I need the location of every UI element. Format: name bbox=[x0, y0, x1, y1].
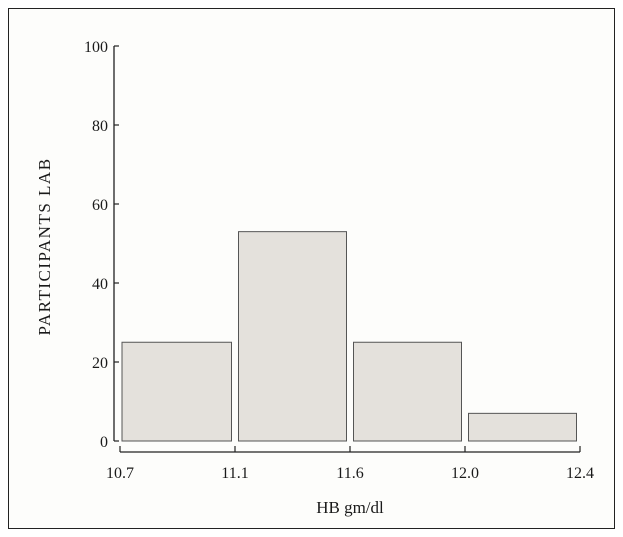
x-tick-label: 10.7 bbox=[106, 465, 134, 482]
bars-group bbox=[121, 231, 577, 442]
y-tick-label: 40 bbox=[92, 276, 108, 293]
y-tick-label: 0 bbox=[100, 434, 108, 451]
x-tick-label: 12.0 bbox=[451, 465, 479, 482]
histogram-bar bbox=[468, 412, 577, 442]
x-ticks-group: 10.7 11.1 11.6 12.0 12.4 bbox=[106, 446, 594, 482]
y-axis-label: PARTICIPANTS LAB bbox=[35, 157, 54, 335]
y-ticks-group: 0 20 40 60 80 100 bbox=[84, 39, 119, 451]
histogram-bar bbox=[238, 231, 347, 442]
x-axis-label: HB gm/dl bbox=[316, 498, 384, 517]
x-tick-label: 11.6 bbox=[336, 465, 363, 482]
y-tick-label: 60 bbox=[92, 197, 108, 214]
histogram-bar bbox=[121, 341, 232, 442]
y-tick-label: 80 bbox=[92, 118, 108, 135]
histogram-bar bbox=[353, 341, 462, 442]
y-tick-label: 20 bbox=[92, 355, 108, 372]
x-tick-label: 12.4 bbox=[566, 465, 594, 482]
x-tick-label: 11.1 bbox=[221, 465, 248, 482]
y-tick-label: 100 bbox=[84, 39, 108, 56]
